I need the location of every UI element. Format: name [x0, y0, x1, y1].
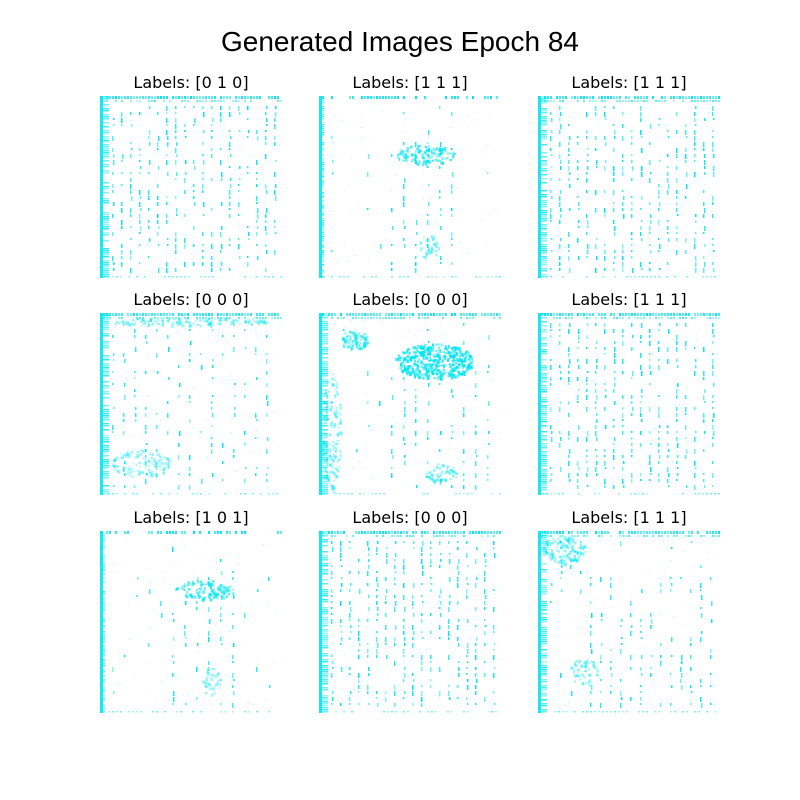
image-panel-8: Labels: [0 0 0] [319, 507, 501, 713]
generated-image [319, 96, 501, 278]
image-panel-5: Labels: [0 0 0] [319, 289, 501, 495]
generated-image [319, 531, 501, 713]
image-panel-9: Labels: [1 1 1] [538, 507, 720, 713]
panel-label: Labels: [0 0 0] [352, 508, 468, 527]
panel-label: Labels: [1 1 1] [571, 290, 687, 309]
image-panel-4: Labels: [0 0 0] [100, 289, 282, 495]
generated-image [100, 313, 282, 495]
panel-label: Labels: [0 1 0] [133, 73, 249, 92]
image-panel-7: Labels: [1 0 1] [100, 507, 282, 713]
panel-label: Labels: [1 0 1] [133, 508, 249, 527]
panel-label: Labels: [1 1 1] [352, 73, 468, 92]
image-panel-3: Labels: [1 1 1] [538, 72, 720, 278]
panel-label: Labels: [1 1 1] [571, 73, 687, 92]
panel-label: Labels: [0 0 0] [133, 290, 249, 309]
generated-image [100, 531, 282, 713]
generated-image [538, 531, 720, 713]
image-panel-1: Labels: [0 1 0] [100, 72, 282, 278]
panel-label: Labels: [0 0 0] [352, 290, 468, 309]
generated-image [319, 313, 501, 495]
figure-title: Generated Images Epoch 84 [220, 26, 579, 57]
generated-image [538, 313, 720, 495]
generated-image [538, 96, 720, 278]
panel-label: Labels: [1 1 1] [571, 508, 687, 527]
generated-image [100, 96, 282, 278]
image-panel-2: Labels: [1 1 1] [319, 72, 501, 278]
image-panel-6: Labels: [1 1 1] [538, 289, 720, 495]
